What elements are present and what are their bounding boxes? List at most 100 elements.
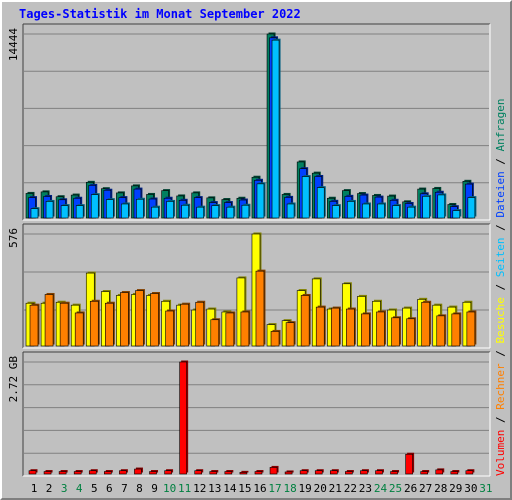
volumen-bar-day-30 (465, 470, 474, 475)
seiten-bar-day-21 (331, 205, 340, 219)
volumen-bar-day-9 (149, 471, 157, 475)
volumen-bar-day-15 (239, 472, 248, 475)
volumen-bar-day-6 (104, 471, 112, 475)
x-day-label-17: 17 (268, 482, 281, 495)
rechner-bar-day-13 (210, 319, 220, 347)
y-tick-label: 14444 (7, 28, 20, 61)
volumen-bar-day-23 (360, 470, 368, 475)
x-day-label-11: 11 (178, 482, 191, 495)
volumen-bar-day-11 (179, 361, 187, 475)
rechner-bar-day-24 (376, 311, 385, 347)
volumen-bar-day-16 (254, 471, 263, 475)
volumen-bar-day-24 (375, 470, 383, 475)
x-day-label-7: 7 (121, 482, 128, 495)
rechner-bar-day-22 (346, 308, 355, 347)
rechner-bar-day-29 (451, 313, 461, 347)
volumen-bar-day-18 (284, 471, 293, 475)
x-day-label-25: 25 (389, 482, 402, 495)
x-day-label-30: 30 (464, 482, 477, 495)
legend-separator: / (494, 151, 507, 171)
volumen-bar-day-13 (209, 471, 218, 475)
legend-volumen: Volumen (494, 430, 507, 476)
x-day-label-15: 15 (238, 482, 251, 495)
legend-anfragen: Anfragen (494, 98, 507, 151)
volumen-bar-day-5 (88, 470, 97, 475)
seiten-bar-day-13 (211, 205, 220, 219)
seiten-bar-day-14 (226, 206, 235, 219)
rechner-bar-day-19 (300, 295, 310, 347)
seiten-bar-day-3 (60, 205, 69, 219)
legend-separator: / (494, 218, 507, 238)
legend-besuche: Besuche (494, 297, 507, 343)
volumen-bar-day-20 (314, 470, 323, 475)
x-day-label-22: 22 (344, 482, 357, 495)
x-day-label-18: 18 (283, 482, 296, 495)
rechner-bar-day-4 (74, 312, 84, 347)
volumen-bar-day-22 (345, 471, 353, 475)
rechner-bar-day-14 (225, 312, 235, 347)
rechner-bar-day-20 (315, 306, 325, 347)
y-tick-label: 576 (7, 228, 20, 248)
x-day-label-24: 24 (374, 482, 388, 495)
volumen-bar-day-21 (329, 470, 338, 475)
chart-title: Tages-Statistik im Monat September 2022 (19, 7, 301, 21)
bar-shadow (241, 470, 249, 473)
rechner-bar-day-16 (255, 270, 265, 347)
x-day-label-1: 1 (31, 482, 38, 495)
seiten-bar-day-24 (377, 203, 385, 219)
seiten-bar-day-18 (286, 203, 295, 219)
seiten-bar-day-27 (422, 196, 430, 219)
x-day-label-12: 12 (193, 482, 206, 495)
seiten-bar-day-7 (121, 203, 129, 219)
seiten-bar-day-30 (467, 197, 476, 219)
rechner-bar-day-11 (180, 303, 189, 347)
rechner-bar-day-17 (270, 331, 280, 347)
rechner-bar-day-9 (150, 293, 159, 347)
x-day-label-6: 6 (106, 482, 113, 495)
volumen-bar-day-26 (405, 453, 413, 475)
volumen-bar-day-19 (299, 470, 308, 475)
volumen-bar-day-14 (224, 471, 233, 475)
x-day-label-13: 13 (208, 482, 221, 495)
seiten-bar-day-1 (30, 208, 39, 219)
rechner-bar-day-12 (195, 301, 205, 347)
rechner-bar-day-1 (29, 304, 39, 347)
seiten-bar-day-17 (271, 39, 280, 219)
seiten-bar-day-19 (301, 176, 310, 219)
seiten-bar-day-22 (347, 201, 355, 219)
seiten-bar-day-2 (45, 201, 54, 219)
seiten-bar-day-15 (241, 204, 250, 219)
volumen-bar-day-10 (164, 470, 172, 475)
x-day-label-23: 23 (359, 482, 372, 495)
legend-separator: / (494, 277, 507, 297)
rechner-bar-day-15 (240, 311, 250, 347)
seiten-bar-day-11 (181, 204, 189, 219)
volumen-bar-day-28 (435, 469, 444, 475)
volumen-bar-day-7 (119, 470, 127, 475)
seiten-bar-day-25 (392, 205, 400, 219)
volumen-bar-day-8 (134, 468, 142, 475)
seiten-bar-day-23 (362, 203, 370, 219)
rechner-bar-day-25 (391, 317, 400, 347)
legend-dateien: Dateien (494, 171, 507, 217)
volumen-bar-day-4 (73, 471, 82, 475)
seiten-bar-day-28 (437, 194, 446, 219)
rechner-bar-day-3 (59, 302, 69, 347)
rechner-bar-day-10 (165, 310, 174, 347)
x-day-label-9: 9 (151, 482, 158, 495)
x-day-label-8: 8 (136, 482, 143, 495)
x-day-label-19: 19 (299, 482, 312, 495)
rechner-bar-day-8 (135, 290, 144, 347)
volumen-bar-day-3 (58, 471, 67, 475)
x-day-label-14: 14 (223, 482, 237, 495)
x-day-label-28: 28 (434, 482, 447, 495)
y-tick-label: 2.72 GB (7, 356, 20, 403)
seiten-bar-day-26 (407, 206, 415, 219)
seiten-bar-day-12 (196, 206, 205, 219)
rechner-bar-day-28 (436, 315, 446, 347)
volumen-bar-day-25 (390, 471, 398, 475)
seiten-bar-day-10 (166, 201, 174, 219)
x-day-label-3: 3 (61, 482, 68, 495)
